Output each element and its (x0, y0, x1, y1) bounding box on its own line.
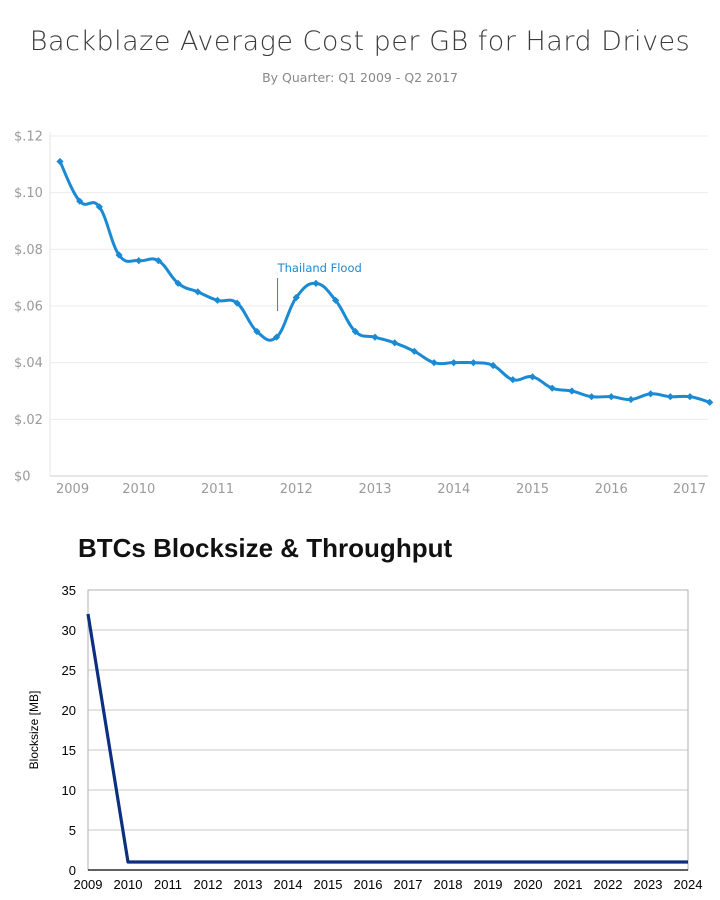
chart1-data-point (233, 299, 241, 307)
chart1-x-tick-label: 2017 (673, 482, 706, 497)
chart1-x-tick-label: 2010 (122, 482, 155, 497)
chart1-x-tick-label: 2014 (437, 482, 470, 497)
chart1-data-point (154, 257, 163, 265)
chart1-x-tick-label: 2011 (201, 482, 234, 497)
chart1-data-point (272, 333, 281, 341)
chart1-x-tick-label: 2009 (56, 482, 89, 497)
chart1-data-point (115, 251, 123, 259)
chart2-x-tick-label: 2016 (354, 877, 383, 892)
chart1-data-point (292, 293, 300, 302)
chart1-data-point (351, 327, 359, 336)
chart2-x-tick-label: 2015 (314, 877, 343, 892)
chart1-data-point (627, 395, 635, 404)
chart1-data-point (587, 393, 596, 401)
chart1-annotation-label: Thailand Flood (277, 261, 362, 275)
chart1-x-tick-label: 2016 (595, 482, 628, 497)
chart1-y-tick-label: $.08 (14, 243, 43, 258)
chart2-x-tick-label: 2009 (74, 877, 103, 892)
chart2-x-tick-label: 2014 (274, 877, 303, 892)
chart1-data-point (686, 393, 694, 401)
chart1-data-point (135, 257, 143, 265)
chart1-data-point (469, 359, 478, 367)
chart1-series-line (58, 160, 711, 404)
chart1-y-tick-label: $.12 (14, 130, 43, 145)
chart1-data-point (706, 398, 714, 406)
chart1-data-point (253, 327, 261, 336)
chart1-x-tick-label: 2012 (280, 482, 313, 497)
chart1-data-point (509, 376, 517, 384)
chart1-data-point (410, 347, 418, 355)
chart2-title: BTCs Blocksize & Throughput (78, 533, 453, 563)
chart1-data-point (568, 387, 576, 395)
chart2-plot-frame (87, 589, 689, 871)
chart2-x-tick-label: 2022 (594, 877, 623, 892)
chart2-x-tick-label: 2017 (394, 877, 423, 892)
chart2-y-tick-label: 5 (69, 823, 76, 838)
chart2-x-tick-label: 2013 (234, 877, 263, 892)
chart1-data-point (213, 296, 222, 304)
chart1-data-point (391, 339, 399, 347)
chart2-y-tick-label: 35 (62, 583, 76, 598)
chart1-y-tick-label: $.02 (14, 413, 43, 428)
chart1-data-point (489, 361, 497, 370)
chart2-y-tick-label: 15 (62, 743, 76, 758)
chart2-x-tick-label: 2023 (634, 877, 663, 892)
chart1-y-tick-label: $.10 (14, 186, 43, 201)
chart2-x-tick-label: 2018 (434, 877, 463, 892)
chart1-data-point (528, 373, 537, 381)
chart2-x-tick-label: 2019 (474, 877, 503, 892)
chart1-y-tick-label: $.04 (14, 356, 43, 371)
chart2-x-tick-label: 2010 (114, 877, 143, 892)
chart1-data-point (647, 390, 655, 398)
chart2-x-tick-label: 2021 (554, 877, 583, 892)
chart1-data-point (76, 197, 84, 205)
chart1-data-point (95, 203, 103, 211)
chart1-data-point (332, 296, 340, 304)
cost-per-gb-chart: $0 $.02 $.04 $.06 $.08 $.10 $.12 2009 2010 2011 2… (14, 130, 714, 497)
chart2-y-tick-label: 25 (62, 663, 76, 678)
chart1-x-tick-label: 2015 (516, 482, 549, 497)
chart1-data-point (56, 157, 64, 166)
chart2-x-tick-label: 2012 (194, 877, 223, 892)
chart2-x-tick-label: 2011 (154, 877, 182, 892)
chart1-data-point (607, 393, 615, 401)
chart2-x-tick-label: 2020 (514, 877, 543, 892)
chart2-y-tick-label: 30 (62, 623, 76, 638)
chart1-y-tick-label: $0 (14, 470, 31, 485)
chart2-y-tick-label: 20 (62, 703, 76, 718)
chart2-y-axis-label: Blocksize [MB] (27, 691, 41, 770)
chart1-data-point (371, 333, 379, 341)
chart1-data-point (548, 384, 556, 392)
chart2-y-tick-label: 0 (69, 863, 76, 878)
chart1-data-point (450, 359, 458, 367)
chart2-series-line (86, 613, 688, 864)
chart1-data-point (174, 279, 182, 287)
chart2-y-tick-label: 10 (62, 783, 76, 798)
chart1-x-tick-label: 2013 (358, 482, 391, 497)
chart1-y-tick-label: $.06 (14, 300, 43, 315)
chart1-data-point (430, 359, 438, 367)
chart2-x-tick-label: 2024 (674, 877, 703, 892)
chart1-title: Backblaze Average Cost per GB for Hard D… (29, 26, 691, 57)
chart1-data-point (194, 288, 202, 296)
chart1-data-point (666, 393, 674, 401)
chart1-subtitle: By Quarter: Q1 2009 - Q2 2017 (262, 70, 458, 85)
chart1-data-point (312, 279, 320, 287)
